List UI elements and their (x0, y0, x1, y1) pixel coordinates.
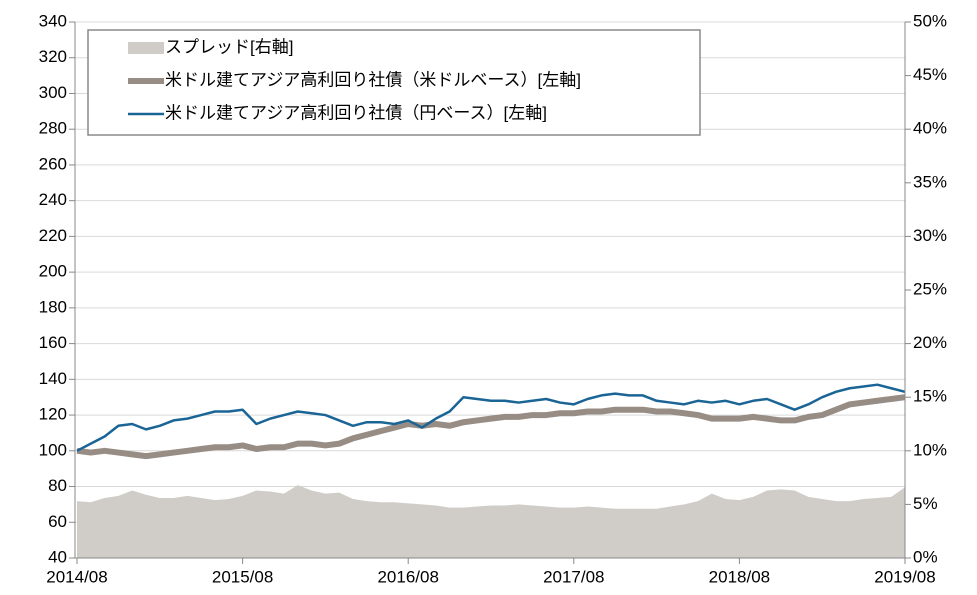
y2-tick-label: 20% (913, 333, 947, 352)
y2-tick-label: 5% (913, 494, 938, 513)
y-tick-label: 140 (39, 369, 67, 388)
legend-box (87, 29, 701, 136)
y-tick-label: 100 (39, 440, 67, 459)
series-line (76, 394, 906, 460)
y-tick-label: 160 (39, 333, 67, 352)
y-tick-label: 280 (39, 119, 67, 138)
x-tick-label: 2017/08 (543, 567, 604, 586)
y2-tick-label: 10% (913, 440, 947, 459)
y-tick-label: 300 (39, 83, 67, 102)
y-tick-label: 320 (39, 47, 67, 66)
x-tick-label: 2019/08 (874, 567, 935, 586)
y-tick-label: 200 (39, 262, 67, 281)
spread-area (77, 485, 905, 558)
y2-tick-label: 50% (913, 11, 947, 30)
y-tick-label: 220 (39, 226, 67, 245)
y-tick-label: 40 (48, 547, 67, 566)
y-tick-label: 120 (39, 405, 67, 424)
y2-tick-label: 45% (913, 65, 947, 84)
legend-label: 米ドル建てアジア高利回り社債（円ベース）[左軸] (165, 103, 547, 122)
legend-label: 米ドル建てアジア高利回り社債（米ドルベース）[左軸] (165, 70, 581, 89)
y-tick-label: 60 (48, 512, 67, 531)
y2-tick-label: 40% (913, 119, 947, 138)
y-tick-label: 340 (39, 11, 67, 30)
y-tick-label: 80 (48, 476, 67, 495)
y-tick-label: 240 (39, 190, 67, 209)
legend-label: スプレッド[右軸] (165, 37, 293, 56)
y2-tick-label: 25% (913, 279, 947, 298)
y-tick-label: 180 (39, 297, 67, 316)
y2-tick-label: 30% (913, 226, 947, 245)
x-tick-label: 2018/08 (709, 567, 770, 586)
y2-tick-label: 35% (913, 172, 947, 191)
legend-swatch (128, 42, 164, 54)
y-tick-label: 260 (39, 154, 67, 173)
series-line (76, 383, 906, 452)
y2-tick-label: 15% (913, 387, 947, 406)
x-tick-label: 2015/08 (212, 567, 273, 586)
y2-tick-label: 0% (913, 547, 938, 566)
x-tick-label: 2016/08 (377, 567, 438, 586)
x-tick-label: 2014/08 (46, 567, 107, 586)
